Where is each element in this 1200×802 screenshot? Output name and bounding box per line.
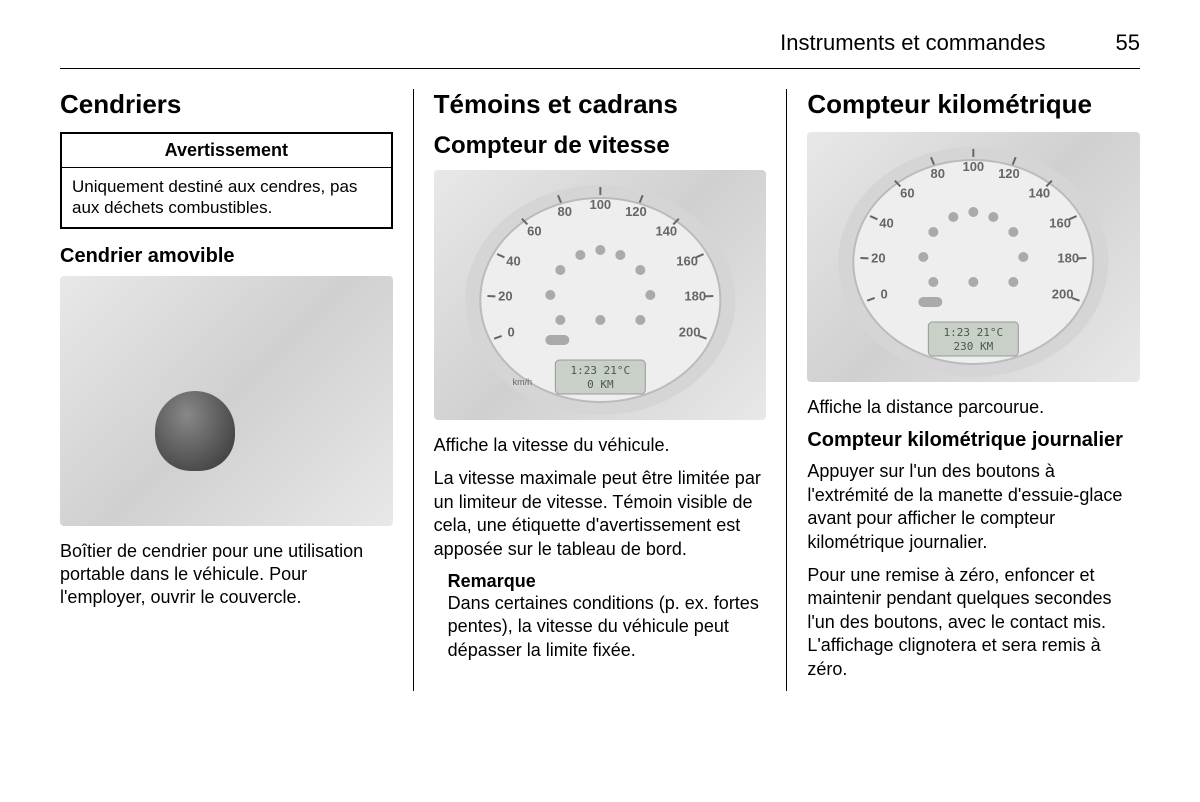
svg-text:20: 20 — [872, 251, 886, 266]
col3-p1: Affiche la distance parcourue. — [807, 396, 1140, 419]
svg-text:80: 80 — [931, 166, 945, 181]
svg-text:40: 40 — [880, 215, 894, 230]
svg-text:80: 80 — [557, 204, 571, 219]
svg-text:60: 60 — [900, 186, 914, 201]
svg-text:180: 180 — [1058, 251, 1080, 266]
col-odometer: Compteur kilométrique 0 20 40 60 80 100 120 140… — [787, 89, 1140, 691]
col3-h3: Compteur kilométrique journalier — [807, 429, 1140, 452]
col3-h1: Compteur kilométrique — [807, 89, 1140, 120]
header-page: 55 — [1116, 30, 1140, 56]
svg-text:160: 160 — [1050, 215, 1072, 230]
svg-text:140: 140 — [655, 224, 677, 239]
speedometer-svg: 0 20 40 60 80 100 120 140 160 180 200 km/h 1:23 21… — [434, 170, 767, 420]
svg-text:0: 0 — [881, 286, 888, 301]
svg-text:0: 0 — [507, 324, 514, 339]
svg-text:140: 140 — [1029, 186, 1051, 201]
col1-p1: Boîtier de cendrier pour une utilisation… — [60, 540, 393, 610]
svg-text:100: 100 — [589, 197, 611, 212]
speed-unit: km/h — [512, 377, 532, 387]
col-ashtrays: Cendriers Avertissement Uniquement desti… — [60, 89, 414, 691]
svg-text:180: 180 — [684, 289, 706, 304]
lcd-line2: 0 KM — [587, 378, 614, 391]
svg-text:100: 100 — [963, 159, 985, 174]
note-title: Remarque — [448, 571, 767, 592]
svg-text:60: 60 — [527, 224, 541, 239]
col2-h2: Compteur de vitesse — [434, 132, 767, 160]
warning-body: Uniquement destiné aux cendres, pas aux … — [62, 168, 391, 227]
svg-text:200: 200 — [1052, 286, 1074, 301]
lcd-line1-b: 1:23 21°C — [944, 326, 1004, 339]
lcd-line1: 1:23 21°C — [570, 364, 630, 377]
note-body: Dans certaines conditions (p. ex. fortes… — [448, 592, 767, 662]
col1-h3: Cendrier amovible — [60, 245, 393, 268]
page-header: Instruments et commandes 55 — [60, 30, 1140, 69]
ashtray-illustration — [60, 276, 393, 526]
ashtray-cup-icon — [155, 391, 235, 471]
odometer-illustration: 0 20 40 60 80 100 120 140 160 180 200 1:23 21°C 23… — [807, 132, 1140, 382]
svg-text:120: 120 — [625, 204, 647, 219]
svg-text:40: 40 — [506, 253, 520, 268]
content-columns: Cendriers Avertissement Uniquement desti… — [60, 89, 1140, 691]
lcd-line2-b: 230 KM — [954, 340, 994, 353]
header-title: Instruments et commandes — [780, 30, 1045, 56]
svg-text:200: 200 — [678, 324, 700, 339]
col-gauges: Témoins et cadrans Compteur de vitesse 0… — [414, 89, 788, 691]
col2-p2: La vitesse maximale peut être limitée pa… — [434, 467, 767, 561]
odometer-svg: 0 20 40 60 80 100 120 140 160 180 200 1:23 21°C 23… — [807, 132, 1140, 382]
speedometer-illustration: 0 20 40 60 80 100 120 140 160 180 200 km/h 1:23 21… — [434, 170, 767, 420]
col1-h1: Cendriers — [60, 89, 393, 120]
col2-h1: Témoins et cadrans — [434, 89, 767, 120]
svg-text:120: 120 — [998, 166, 1020, 181]
svg-text:160: 160 — [676, 253, 698, 268]
col2-p1: Affiche la vitesse du véhicule. — [434, 434, 767, 457]
col3-p3: Pour une remise à zéro, enfoncer et main… — [807, 564, 1140, 681]
warning-title: Avertissement — [62, 134, 391, 168]
svg-text:20: 20 — [498, 289, 512, 304]
warning-box: Avertissement Uniquement destiné aux cen… — [60, 132, 393, 229]
col3-p2: Appuyer sur l'un des boutons à l'extrémi… — [807, 460, 1140, 554]
